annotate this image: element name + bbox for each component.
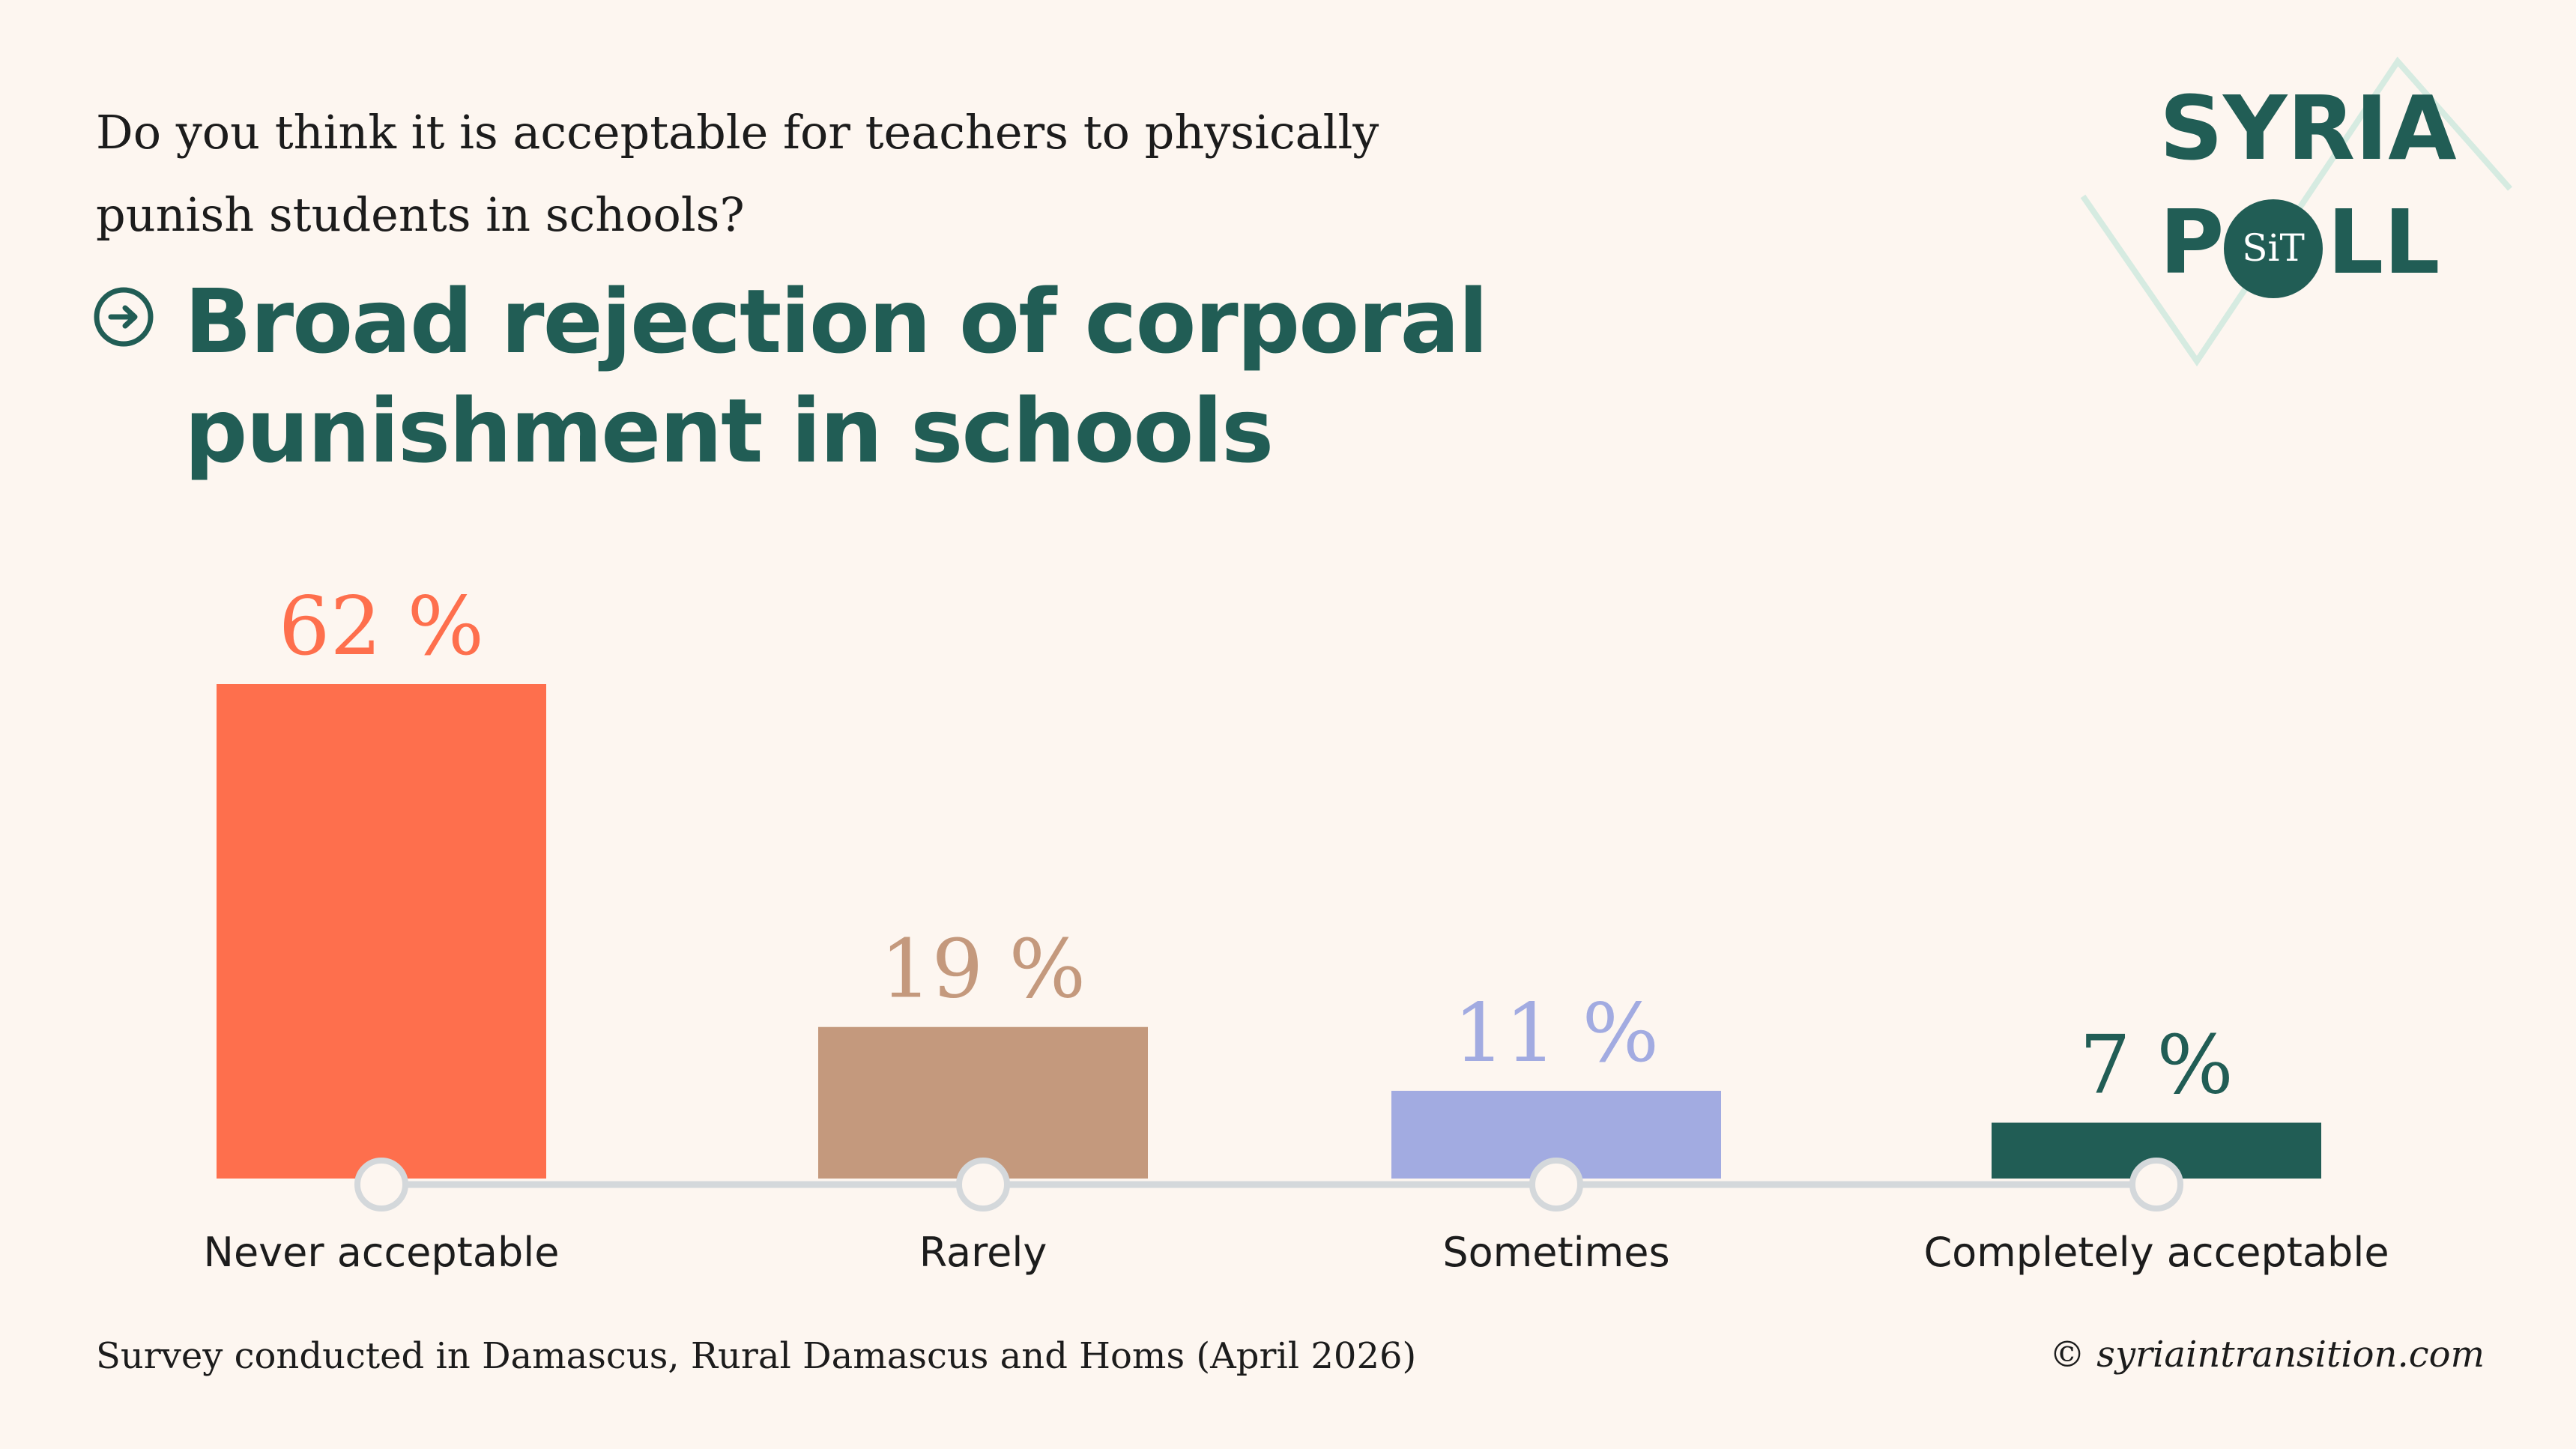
axis-marker: [1529, 1158, 1583, 1211]
arrow-circle-icon: [94, 287, 154, 347]
value-label: 11 %: [1454, 987, 1659, 1080]
logo-sit-badge: [2224, 199, 2323, 298]
bar-never-acceptable: [217, 684, 546, 1179]
value-label: 19 %: [880, 923, 1086, 1017]
category-label: Never acceptable: [204, 1229, 560, 1276]
question-text: Do you think it is acceptable for teache…: [96, 105, 1379, 242]
axis-marker: [354, 1158, 408, 1211]
axis-marker: [2129, 1158, 2183, 1211]
category-label: Rarely: [919, 1229, 1047, 1276]
value-label: 62 %: [279, 580, 484, 674]
logo-badge-text: SiT: [2242, 226, 2305, 270]
logo-syria-text: SYRIA: [2159, 76, 2457, 180]
copyright-text: © syriaintransition.com: [2049, 1334, 2485, 1376]
headline: Broad rejection of corporal punishment i…: [184, 270, 1489, 483]
logo-ll-text: LL: [2327, 190, 2440, 294]
logo-p-text: P: [2159, 190, 2224, 294]
category-label: Completely acceptable: [1923, 1229, 2389, 1276]
axis-marker: [956, 1158, 1010, 1211]
bar-rarely: [818, 1026, 1148, 1179]
value-label: 7 %: [2079, 1018, 2234, 1112]
syria-poll-logo: SYRIA P SiT LL: [2080, 56, 2512, 367]
category-label: Sometimes: [1442, 1229, 1669, 1276]
survey-note: Survey conducted in Damascus, Rural Dama…: [96, 1335, 1417, 1377]
